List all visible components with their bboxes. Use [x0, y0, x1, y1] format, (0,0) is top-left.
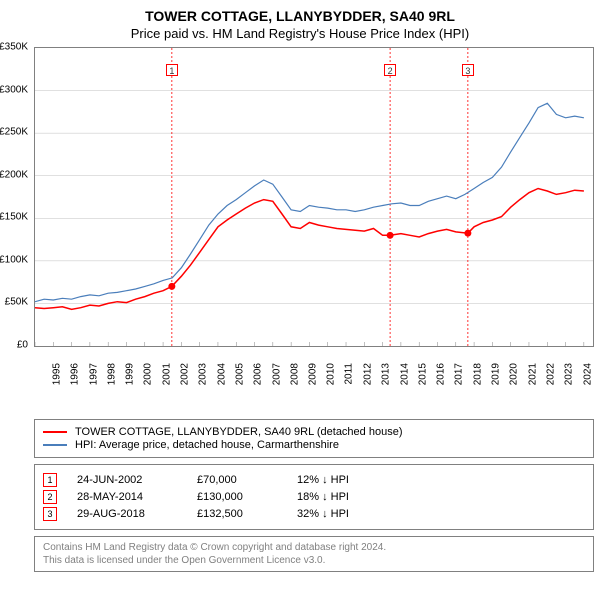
- attribution-line: This data is licensed under the Open Gov…: [43, 554, 585, 567]
- event-diff: 18% ↓ HPI: [297, 491, 417, 503]
- event-diff: 32% ↓ HPI: [297, 508, 417, 520]
- event-row: 2 28-MAY-2014£130,00018% ↓ HPI: [43, 490, 585, 504]
- event-date: 24-JUN-2002: [77, 474, 197, 486]
- y-tick-label: £0: [17, 340, 28, 351]
- y-axis-labels: £0£50K£100K£150K£200K£250K£300K£350K: [0, 47, 30, 377]
- legend: TOWER COTTAGE, LLANYBYDDER, SA40 9RL (de…: [34, 419, 594, 458]
- chart-container: TOWER COTTAGE, LLANYBYDDER, SA40 9RL Pri…: [0, 0, 600, 590]
- legend-label: TOWER COTTAGE, LLANYBYDDER, SA40 9RL (de…: [75, 426, 402, 438]
- event-price: £130,000: [197, 491, 297, 503]
- y-tick-label: £200K: [0, 169, 28, 180]
- legend-label: HPI: Average price, detached house, Carm…: [75, 439, 339, 451]
- y-tick-label: £50K: [5, 297, 28, 308]
- event-marker: 3: [462, 64, 474, 76]
- event-number: 2: [43, 490, 57, 504]
- event-row: 3 29-AUG-2018£132,50032% ↓ HPI: [43, 507, 585, 521]
- series-property: [35, 189, 584, 310]
- chart-title: TOWER COTTAGE, LLANYBYDDER, SA40 9RL: [0, 0, 600, 24]
- attribution-line: Contains HM Land Registry data © Crown c…: [43, 541, 585, 554]
- event-diff: 12% ↓ HPI: [297, 474, 417, 486]
- y-tick-label: £300K: [0, 84, 28, 95]
- attribution: Contains HM Land Registry data © Crown c…: [34, 536, 594, 572]
- event-date: 28-MAY-2014: [77, 491, 197, 503]
- legend-swatch: [43, 444, 67, 446]
- event-number: 1: [43, 473, 57, 487]
- chart-subtitle: Price paid vs. HM Land Registry's House …: [0, 24, 600, 47]
- y-tick-label: £350K: [0, 42, 28, 53]
- event-price: £132,500: [197, 508, 297, 520]
- event-row: 1 24-JUN-2002£70,00012% ↓ HPI: [43, 473, 585, 487]
- event-number: 3: [43, 507, 57, 521]
- y-tick-label: £100K: [0, 254, 28, 265]
- x-axis-labels: [34, 347, 594, 377]
- legend-swatch: [43, 431, 67, 433]
- legend-row: TOWER COTTAGE, LLANYBYDDER, SA40 9RL (de…: [43, 426, 585, 438]
- event-date: 29-AUG-2018: [77, 508, 197, 520]
- event-marker: 1: [166, 64, 178, 76]
- chart-area: £0£50K£100K£150K£200K£250K£300K£350K 199…: [34, 47, 594, 377]
- plot-svg: [35, 48, 593, 346]
- legend-row: HPI: Average price, detached house, Carm…: [43, 439, 585, 451]
- event-marker: 2: [384, 64, 396, 76]
- events-table: 1 24-JUN-2002£70,00012% ↓ HPI 2 28-MAY-2014…: [34, 464, 594, 530]
- event-price: £70,000: [197, 474, 297, 486]
- y-tick-label: £250K: [0, 127, 28, 138]
- plot-area: 1995199619971998199920002001200220032004…: [34, 47, 594, 347]
- y-tick-label: £150K: [0, 212, 28, 223]
